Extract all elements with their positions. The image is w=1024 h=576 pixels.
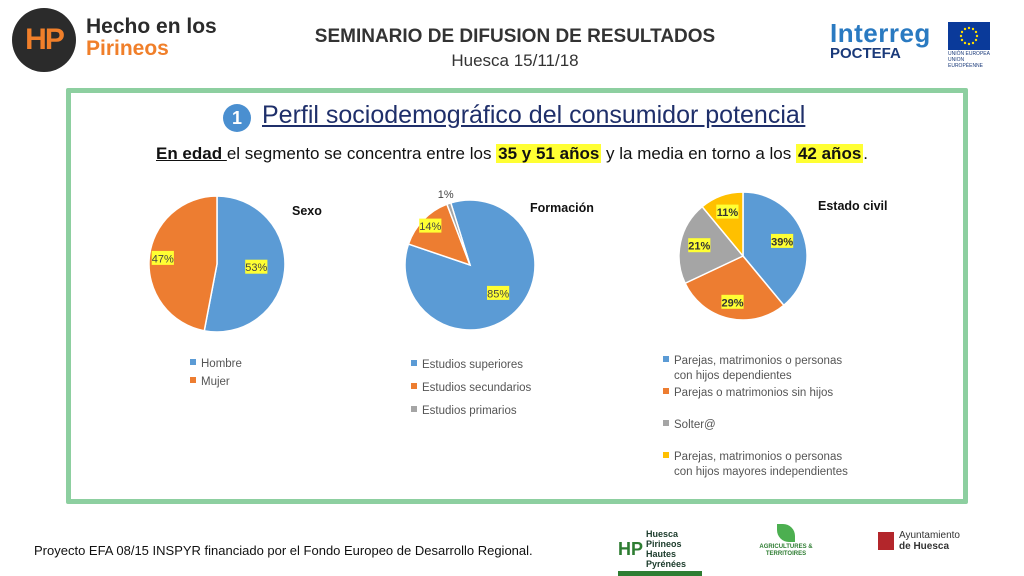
brand-line1: Hecho en los xyxy=(86,15,217,38)
brand-name: Hecho en los Pirineos xyxy=(86,16,217,60)
huesca-pirineos-label: Huesca Pirineos Hautes Pyrénées xyxy=(646,529,687,569)
page-title: SEMINARIO DE DIFUSION DE RESULTADOS xyxy=(314,26,716,47)
huesca-pirineos-logo: HP Huesca Pirineos Hautes Pyrénées xyxy=(618,529,702,576)
hp-mini-icon: HP xyxy=(618,539,644,559)
huesca-pirineos-bar xyxy=(618,571,702,576)
eu-flag-icon xyxy=(948,22,990,50)
interreg-line1: Interreg xyxy=(830,18,931,48)
summary-part1: En edad xyxy=(155,144,227,163)
hp-logo: HP xyxy=(12,8,76,72)
slide-title: Perfil sociodemográfico del consumidor p… xyxy=(262,101,806,129)
summary-part2: el segmento se concentra entre los xyxy=(226,144,497,163)
summary-highlight-mean: 42 años xyxy=(795,144,864,163)
eu-caption: UNIÓN EUROPEA UNION EUROPÉENNE xyxy=(948,51,990,69)
summary-sentence: En edad el segmento se concentra entre l… xyxy=(0,144,1024,164)
ayuntamiento-line2: de Huesca xyxy=(899,541,950,552)
summary-part3: y la media en torno a los xyxy=(601,144,796,163)
summary-part4: . xyxy=(863,144,869,163)
brand-line2: Pirineos xyxy=(86,37,169,60)
footer-text: Proyecto EFA 08/15 INSPYR financiado por… xyxy=(34,543,533,558)
agricultures-logo: AGRICULTURES & TERRITOIRES xyxy=(758,524,814,558)
content-frame xyxy=(66,88,968,504)
summary-highlight-range: 35 y 51 años xyxy=(496,144,602,163)
section-number-badge: 1 xyxy=(223,104,251,132)
page-subtitle: Huesca 15/11/18 xyxy=(451,51,579,70)
agricultures-label: AGRICULTURES & TERRITOIRES xyxy=(759,544,813,557)
hp-logo-text: HP xyxy=(25,23,65,56)
ayuntamiento-logo: Ayuntamiento de Huesca xyxy=(878,530,960,552)
interreg-logo: Interreg POCTEFA xyxy=(830,20,931,62)
ayuntamiento-crest-icon xyxy=(878,532,894,550)
ayuntamiento-line1: Ayuntamiento xyxy=(899,530,960,541)
leaf-icon xyxy=(777,524,795,542)
interreg-line2: POCTEFA xyxy=(830,45,901,62)
